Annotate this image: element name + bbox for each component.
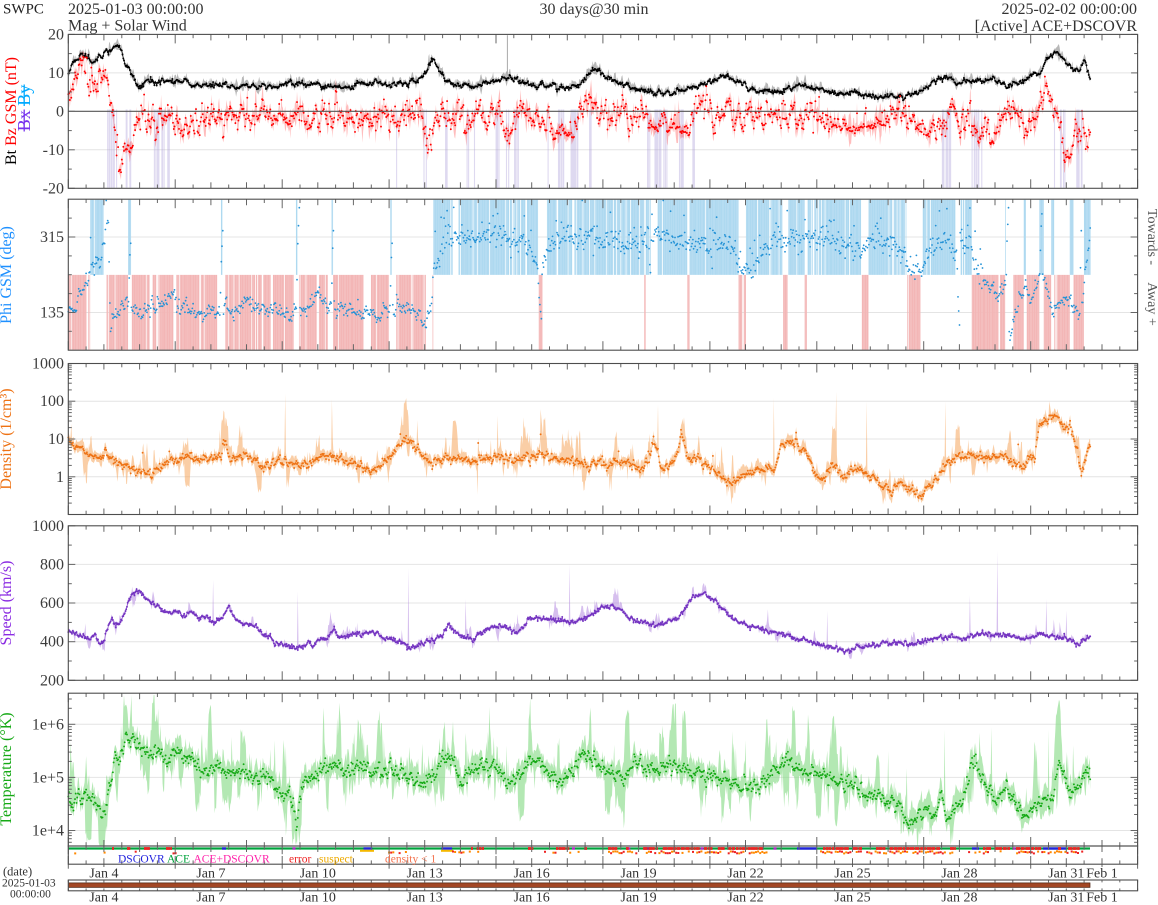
svg-text:(date): (date) <box>3 865 32 879</box>
svg-text:Jan 13: Jan 13 <box>407 891 443 905</box>
svg-text:Speed (km/s): Speed (km/s) <box>0 561 15 646</box>
svg-text:1: 1 <box>56 469 64 486</box>
svg-text:Jan 10: Jan 10 <box>300 891 336 905</box>
svg-text:DSCOVR: DSCOVR <box>118 854 165 866</box>
svg-text:Jan 13: Jan 13 <box>407 867 443 882</box>
svg-text:Jan 19: Jan 19 <box>621 891 657 905</box>
svg-text:2025-01-03: 2025-01-03 <box>2 878 56 890</box>
svg-text:Temperature (°K): Temperature (°K) <box>0 712 15 825</box>
svg-text:suspect: suspect <box>319 854 354 866</box>
svg-text:-10: -10 <box>43 142 64 159</box>
svg-text:-20: -20 <box>43 180 64 197</box>
svg-text:Jan 10: Jan 10 <box>300 867 336 882</box>
svg-text:20: 20 <box>48 26 64 43</box>
svg-text:Jan 19: Jan 19 <box>621 867 657 882</box>
svg-text:Towards -: Towards - <box>1144 209 1158 266</box>
svg-text:Density (1/cm³): Density (1/cm³) <box>0 388 15 489</box>
svg-text:30 days@30 min: 30 days@30 min <box>540 1 649 18</box>
svg-text:2025-02-02 00:00:00: 2025-02-02 00:00:00 <box>1001 1 1137 18</box>
svg-text:135: 135 <box>40 305 64 322</box>
svg-text:Bt Bz GSM (nT): Bt Bz GSM (nT) <box>3 57 20 165</box>
svg-text:Jan 25: Jan 25 <box>834 891 870 905</box>
svg-text:400: 400 <box>40 634 64 651</box>
svg-text:Jan 16: Jan 16 <box>514 891 550 905</box>
svg-text:SWPC: SWPC <box>3 2 44 18</box>
svg-text:Away +: Away + <box>1144 282 1158 326</box>
svg-text:[Active] ACE+DSCOVR: [Active] ACE+DSCOVR <box>975 18 1138 35</box>
svg-text:Jan 7: Jan 7 <box>196 891 225 905</box>
svg-text:0: 0 <box>56 103 64 120</box>
svg-text:1e+5: 1e+5 <box>32 769 64 786</box>
svg-text:Jan 7: Jan 7 <box>196 867 225 882</box>
svg-text:Phi GSM (deg): Phi GSM (deg) <box>0 226 15 324</box>
svg-text:Jan 31: Jan 31 <box>1048 867 1084 882</box>
svg-text:200: 200 <box>40 672 64 689</box>
svg-text:Feb 1: Feb 1 <box>1086 867 1118 882</box>
svg-text:1000: 1000 <box>32 518 64 535</box>
svg-text:ACE+DSCOVR: ACE+DSCOVR <box>194 854 270 866</box>
svg-text:1000: 1000 <box>32 356 64 373</box>
svg-text:Jan 22: Jan 22 <box>727 891 763 905</box>
svg-text:Jan 25: Jan 25 <box>834 867 870 882</box>
svg-text:600: 600 <box>40 595 64 612</box>
svg-text:1e+4: 1e+4 <box>32 823 64 840</box>
svg-text:00:00:00: 00:00:00 <box>10 889 51 901</box>
svg-text:2025-01-03 00:00:00: 2025-01-03 00:00:00 <box>68 1 204 18</box>
svg-text:Jan 28: Jan 28 <box>941 867 977 882</box>
svg-text:Jan 4: Jan 4 <box>89 867 118 882</box>
svg-text:ACE: ACE <box>167 854 190 866</box>
svg-text:1e+6: 1e+6 <box>32 716 64 733</box>
svg-text:10: 10 <box>48 431 64 448</box>
svg-text:10: 10 <box>48 65 64 82</box>
svg-text:315: 315 <box>40 229 64 246</box>
svg-text:100: 100 <box>40 393 64 410</box>
svg-text:density < 1: density < 1 <box>385 854 436 866</box>
svg-text:Jan 4: Jan 4 <box>89 891 118 905</box>
svg-text:Jan 28: Jan 28 <box>941 891 977 905</box>
svg-text:800: 800 <box>40 556 64 573</box>
svg-text:error: error <box>289 854 312 866</box>
svg-text:Mag + Solar Wind: Mag + Solar Wind <box>68 18 187 35</box>
svg-text:Jan 31: Jan 31 <box>1048 891 1084 905</box>
svg-text:Feb 1: Feb 1 <box>1086 891 1118 905</box>
svg-text:Jan 16: Jan 16 <box>514 867 550 882</box>
svg-text:Jan 22: Jan 22 <box>727 867 763 882</box>
